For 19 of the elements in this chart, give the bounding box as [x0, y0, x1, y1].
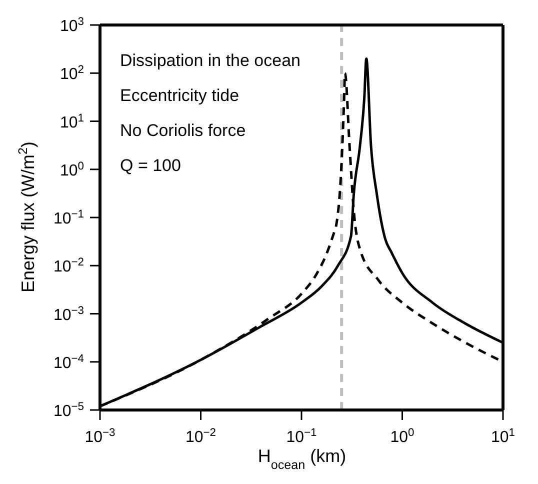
y-tick-label: 10$^{−4}$: [53, 352, 84, 372]
annotation: Q = 100: [120, 156, 181, 175]
y-tick-label: 10$^{0}$: [60, 160, 84, 180]
y-tick-label: 10$^{−2}$: [53, 256, 84, 276]
y-tick-label: 10$^{1}$: [60, 112, 84, 132]
y-tick-label: 10$^{−3}$: [53, 304, 84, 324]
y-tick-label: 10$^{−5}$: [53, 401, 84, 420]
annotation: Eccentricity tide: [120, 86, 240, 105]
x-tick-label: 10$^{−2}$: [185, 427, 216, 446]
y-tick-label: 10$^{3}$: [60, 16, 84, 35]
y-tick-label: 10$^{2}$: [60, 64, 84, 84]
annotation: Dissipation in the ocean: [120, 51, 301, 70]
x-axis-title: H$_{ocean}$ (km): [258, 446, 346, 472]
x-tick-label: 10$^{1}$: [490, 427, 516, 446]
x-tick-label: 10$^{0}$: [390, 427, 414, 446]
x-tick-label: 10$^{−1}$: [286, 427, 317, 446]
annotation: No Coriolis force: [120, 121, 246, 140]
y-tick-label: 10$^{−1}$: [53, 208, 84, 228]
x-tick-label: 10$^{−3}$: [84, 427, 116, 446]
